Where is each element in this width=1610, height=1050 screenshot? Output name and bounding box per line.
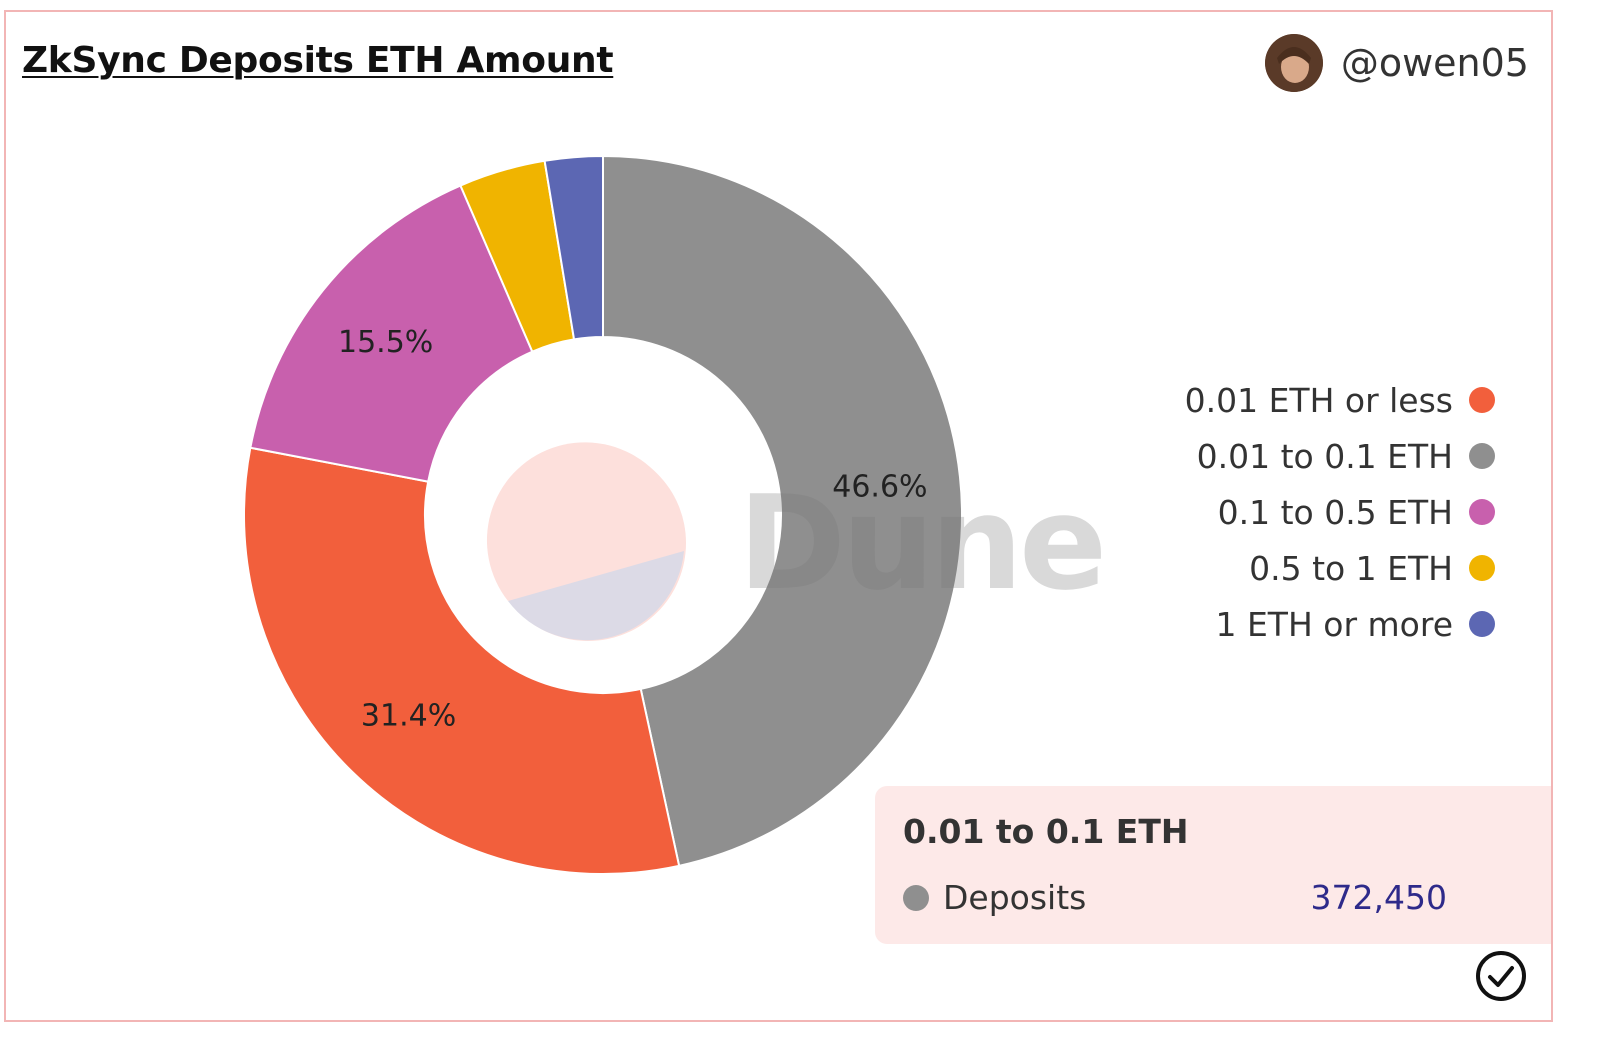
legend-label: 0.1 to 0.5 ETH	[1217, 492, 1453, 532]
legend-item[interactable]: 0.01 to 0.1 ETH	[1196, 436, 1495, 476]
pie-slice-0-01-to-0-1-eth[interactable]	[602, 154, 963, 868]
legend-label: 0.01 to 0.1 ETH	[1196, 436, 1453, 476]
donut-chart: 46.6% 31.4% 15.5%	[243, 154, 963, 875]
legend-item[interactable]: 1 ETH or more	[1215, 604, 1495, 644]
chart-legend: 0.01 ETH or less 0.01 to 0.1 ETH 0.1 to 0.…	[1184, 380, 1495, 644]
checkmark-circle-icon[interactable]	[1475, 950, 1527, 1002]
avatar-image	[1264, 34, 1323, 92]
legend-item[interactable]: 0.1 to 0.5 ETH	[1217, 492, 1495, 532]
legend-item[interactable]: 0.5 to 1 ETH	[1249, 548, 1495, 588]
tooltip-title: 0.01 to 0.1 ETH	[903, 812, 1189, 851]
user-avatar[interactable]	[1264, 34, 1323, 92]
legend-swatch	[1469, 555, 1495, 581]
legend-label: 1 ETH or more	[1215, 604, 1453, 644]
tooltip-series-swatch	[903, 884, 929, 911]
pie-slice-0-1-to-0-5-eth[interactable]	[249, 184, 534, 483]
tooltip-value: 372,450	[1310, 878, 1447, 917]
slice-data-label: 15.5%	[338, 325, 433, 360]
author-info[interactable]: @owen05	[1264, 34, 1529, 92]
pie-slice-0-01-eth-or-less[interactable]	[243, 446, 681, 875]
legend-swatch	[1469, 443, 1495, 469]
legend-item[interactable]: 0.01 ETH or less	[1184, 380, 1495, 420]
legend-label: 0.5 to 1 ETH	[1249, 548, 1453, 588]
author-handle[interactable]: @owen05	[1340, 41, 1529, 85]
pie-slice-1-eth-or-more[interactable]	[543, 154, 604, 341]
legend-swatch	[1469, 499, 1495, 525]
center-mini-pie	[486, 442, 686, 641]
legend-label: 0.01 ETH or less	[1184, 380, 1453, 420]
slice-data-label: 31.4%	[361, 698, 456, 733]
tooltip-series-name: Deposits	[943, 878, 1087, 917]
legend-swatch	[1469, 387, 1495, 413]
legend-swatch	[1469, 611, 1495, 637]
slice-data-label: 46.6%	[832, 469, 927, 504]
chart-title[interactable]: ZkSync Deposits ETH Amount	[22, 40, 614, 81]
chart-card: ZkSync Deposits ETH Amount @owen05 46.6%…	[4, 10, 1553, 1022]
tooltip-series-row: Deposits	[903, 878, 1086, 917]
chart-tooltip: 0.01 to 0.1 ETH Deposits 372,450	[875, 786, 1551, 944]
